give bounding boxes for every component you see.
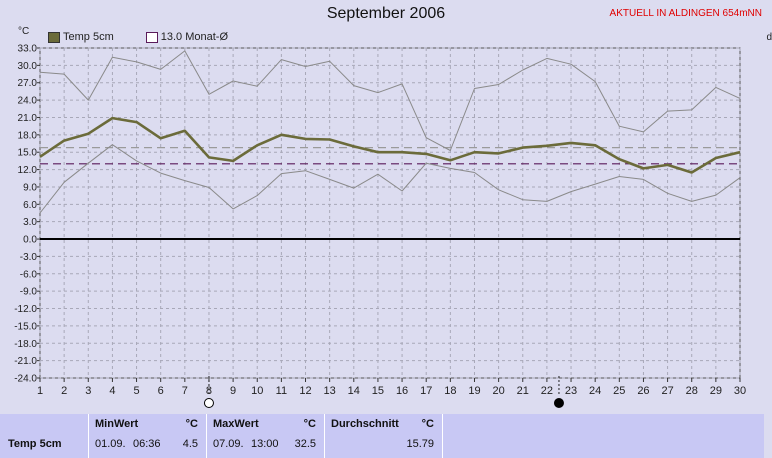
x-tick-label: 26 <box>637 385 649 397</box>
footer-empty-cell <box>442 414 764 458</box>
y-tick-label: -3.0 <box>20 252 38 263</box>
y-tick-label: 30.0 <box>18 61 38 72</box>
footer-label-cell: Temp 5cm <box>0 414 88 458</box>
y-tick-label: -18.0 <box>14 339 37 350</box>
x-tick-label: 13 <box>324 385 336 397</box>
average-unit: °C <box>421 418 434 430</box>
statistics-footer: Temp 5cm MinWert °C 01.09. 06:36 4.5 Max… <box>0 410 772 458</box>
min-value: 4.5 <box>182 438 198 450</box>
max-value: 32.5 <box>294 438 316 450</box>
y-tick-label: -15.0 <box>14 321 37 332</box>
x-tick-label: 9 <box>230 385 236 397</box>
x-tick-label: 8 <box>206 385 212 397</box>
x-tick-label: 27 <box>661 385 673 397</box>
new-moon-icon <box>553 398 564 408</box>
legend-swatch-temp <box>48 31 60 43</box>
average-value-cell: Durchschnitt °C 15.79 <box>324 414 442 458</box>
x-tick-label: 19 <box>468 385 480 397</box>
x-tick-label: 17 <box>420 385 432 397</box>
max-date: 07.09. <box>213 438 244 450</box>
y-tick-label: -24.0 <box>14 374 37 385</box>
y-tick-label: 21.0 <box>18 113 38 124</box>
chart-title: September 2006 <box>326 5 446 22</box>
x-tick-label: 24 <box>589 385 601 397</box>
x-tick-label: 1 <box>37 385 43 397</box>
legend-label-temp: Temp 5cm <box>63 31 114 43</box>
x-tick-label: 11 <box>276 385 287 397</box>
plot-area <box>39 47 741 379</box>
y-tick-label: -9.0 <box>20 287 38 298</box>
min-date: 01.09. <box>95 438 126 450</box>
cut-off-label: d <box>766 32 772 43</box>
y-tick-label: 6.0 <box>23 200 37 211</box>
location-label: AKTUELL IN ALDINGEN 654mNN <box>609 8 762 19</box>
y-unit-label: °C <box>18 26 30 37</box>
y-tick-label: 9.0 <box>23 182 37 193</box>
min-label: MinWert <box>95 418 139 430</box>
y-tick-label: 12.0 <box>18 165 38 176</box>
legend-label-average: 13.0 Monat-Ø <box>160 31 229 43</box>
line-chart: 33.030.027.024.021.018.015.012.09.06.03.… <box>14 44 746 408</box>
x-tick-label: 20 <box>492 385 504 397</box>
min-unit: °C <box>185 418 198 430</box>
average-value: 15.79 <box>406 438 434 450</box>
y-tick-label: -21.0 <box>14 356 37 367</box>
max-unit: °C <box>303 418 316 430</box>
x-tick-label: 30 <box>734 385 746 397</box>
x-tick-label: 3 <box>85 385 91 397</box>
x-tick-label: 18 <box>444 385 456 397</box>
y-tick-label: 27.0 <box>18 78 38 89</box>
x-tick-label: 5 <box>133 385 139 397</box>
y-tick-label: 15.0 <box>18 148 38 159</box>
max-time: 13:00 <box>251 438 279 450</box>
y-tick-label: 33.0 <box>18 44 38 55</box>
series-line-range <box>39 144 741 214</box>
x-tick-label: 23 <box>565 385 577 397</box>
full-moon-icon <box>203 398 214 408</box>
x-tick-label: 15 <box>372 385 384 397</box>
x-tick-label: 25 <box>613 385 625 397</box>
series-line-range <box>39 50 741 151</box>
legend: Temp 5cm 13.0 Monat-Ø <box>48 31 228 43</box>
average-label: Durchschnitt <box>331 418 399 430</box>
x-tick-label: 29 <box>710 385 722 397</box>
x-tick-label: 4 <box>109 385 115 397</box>
y-tick-label: 3.0 <box>23 217 37 228</box>
footer-row-label: Temp 5cm <box>8 438 62 450</box>
legend-swatch-average <box>145 31 158 43</box>
y-tick-label: 18.0 <box>18 130 38 141</box>
x-tick-label: 10 <box>251 385 263 397</box>
max-value-cell: MaxWert °C 07.09. 13:00 32.5 <box>206 414 324 458</box>
x-tick-label: 16 <box>396 385 408 397</box>
min-time: 06:36 <box>133 438 161 450</box>
x-tick-label: 21 <box>517 385 529 397</box>
y-tick-label: 0.0 <box>23 235 37 246</box>
x-tick-label: 7 <box>182 385 188 397</box>
x-tick-label: 14 <box>348 385 360 397</box>
min-value-cell: MinWert °C 01.09. 06:36 4.5 <box>88 414 206 458</box>
x-tick-label: 6 <box>158 385 164 397</box>
x-tick-label: 22 <box>541 385 553 397</box>
y-tick-label: -6.0 <box>20 269 38 280</box>
series-line-temp-5cm <box>39 116 741 174</box>
y-tick-label: 24.0 <box>18 96 38 107</box>
x-tick-label: 12 <box>299 385 311 397</box>
max-label: MaxWert <box>213 418 259 430</box>
x-tick-label: 28 <box>686 385 698 397</box>
y-tick-label: -12.0 <box>14 304 37 315</box>
x-tick-label: 2 <box>61 385 67 397</box>
